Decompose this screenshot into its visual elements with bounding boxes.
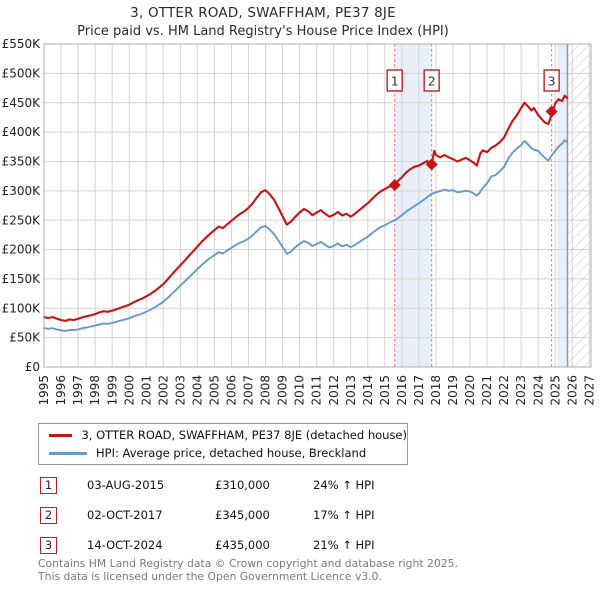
- sale-label-box-1[interactable]: [386, 69, 403, 92]
- y-axis-label: £500K: [2, 66, 42, 80]
- x-axis-label: 2011: [310, 375, 324, 406]
- sale-date-2: 02-OCT-2017: [87, 508, 163, 522]
- x-axis-label: 2005: [207, 375, 221, 406]
- x-axis-label: 2000: [122, 375, 136, 406]
- x-axis-label: 2010: [293, 375, 307, 406]
- page-subtitle: Price paid vs. HM Land Registry's House …: [77, 24, 449, 39]
- y-axis-label: £550K: [2, 37, 42, 51]
- x-axis-label: 2013: [344, 375, 358, 406]
- x-axis-label: 2024: [531, 375, 545, 406]
- y-axis-label: £100K: [2, 301, 42, 315]
- x-axis-label: 2007: [242, 375, 256, 406]
- sale-marker-diamond-2[interactable]: [425, 158, 438, 171]
- sale-date-1: 03-AUG-2015: [87, 478, 165, 492]
- footer-line-1: Contains HM Land Registry data © Crown c…: [38, 557, 458, 570]
- sale-price-3: £435,000: [215, 538, 270, 552]
- sale-marker-diamond-3[interactable]: [545, 105, 558, 118]
- sale-price-2: £345,000: [215, 508, 270, 522]
- x-axis-label: 2023: [514, 375, 528, 406]
- legend-label-property: 3, OTTER ROAD, SWAFFHAM, PE37 8JE (detac…: [81, 428, 407, 442]
- sale-marker-badge-1[interactable]: 1: [40, 477, 57, 494]
- y-axis-label: £50K: [9, 331, 41, 345]
- price-history-chart: 1 2 3 £0 £50K £100K £150K £200K £250K £300K £350K £…: [2, 37, 597, 406]
- hpi-line-swatch: [49, 451, 87, 455]
- sale-row-3: 3 14-OCT-2024 £435,000 21% ↑ HPI: [38, 537, 558, 556]
- x-axis-label: 2015: [378, 375, 392, 406]
- chart-legend: 3, OTTER ROAD, SWAFFHAM, PE37 8JE (detac…: [38, 423, 408, 465]
- x-axis-label: 2006: [225, 375, 239, 406]
- legend-label-hpi: HPI: Average price, detached house, Brec…: [96, 446, 367, 460]
- sale-date-3: 14-OCT-2024: [87, 538, 163, 552]
- sale-hpi-delta-2: 17% ↑ HPI: [313, 508, 375, 522]
- sale-row-2: 2 02-OCT-2017 £345,000 17% ↑ HPI: [38, 507, 558, 526]
- x-axis-label: 2017: [412, 375, 426, 406]
- future-hatch-region: [567, 44, 591, 367]
- y-axis-label: £0: [25, 360, 40, 374]
- x-axis-label: 2003: [173, 375, 187, 406]
- sale-marker-badge-3[interactable]: 3: [40, 537, 57, 554]
- x-axis-label: 2016: [395, 375, 409, 406]
- sale-marker-badge-2[interactable]: 2: [40, 507, 57, 524]
- x-axis-label: 1997: [71, 375, 85, 406]
- sale-label-text-3: 3: [548, 74, 556, 89]
- legend-item-hpi: HPI: Average price, detached house, Brec…: [49, 446, 407, 461]
- property-line-swatch: [49, 433, 73, 437]
- sale-hpi-delta-3: 21% ↑ HPI: [313, 538, 375, 552]
- sale-hpi-delta-1: 24% ↑ HPI: [313, 478, 375, 492]
- x-axis-label: 2019: [446, 375, 460, 406]
- y-axis-label: £250K: [2, 213, 42, 227]
- x-axis-label: 2022: [497, 375, 511, 406]
- x-axis-label: 2020: [463, 375, 477, 406]
- sale-label-box-2[interactable]: [423, 69, 440, 92]
- y-axis-label: £300K: [2, 184, 42, 198]
- highlight-band-2: [557, 44, 568, 367]
- sale-label-text-1: 1: [391, 74, 399, 89]
- x-axis-label: 1996: [54, 375, 68, 406]
- x-axis-label: 2014: [361, 375, 375, 406]
- x-axis-label: 2021: [480, 375, 494, 406]
- hpi-average-line: [43, 139, 569, 332]
- legend-item-property: 3, OTTER ROAD, SWAFFHAM, PE37 8JE (detac…: [49, 428, 407, 443]
- x-axis-label: 2009: [276, 375, 290, 406]
- y-axis-label: £450K: [2, 96, 42, 110]
- x-axis-label: 1999: [105, 375, 119, 406]
- x-axis-label: 2018: [429, 375, 443, 406]
- license-footer: Contains HM Land Registry data © Crown c…: [38, 557, 458, 583]
- x-axis-label: 1995: [37, 375, 51, 406]
- gridlines: [43, 43, 591, 368]
- x-axis-label: 1998: [88, 375, 102, 406]
- highlight-band-1: [394, 44, 432, 367]
- page-title: 3, OTTER ROAD, SWAFFHAM, PE37 8JE: [130, 5, 396, 21]
- sale-label-box-3[interactable]: [543, 69, 560, 92]
- sale-marker-diamond-1[interactable]: [388, 178, 401, 191]
- x-axis-label: 2026: [565, 375, 579, 406]
- x-axis-label: 2001: [139, 375, 153, 406]
- sale-price-1: £310,000: [215, 478, 270, 492]
- x-axis-label: 2002: [156, 375, 170, 406]
- y-axis-label: £350K: [2, 155, 42, 169]
- sale-label-text-2: 2: [428, 74, 436, 89]
- footer-line-2: This data is licensed under the Open Gov…: [38, 569, 382, 583]
- x-axis-label: 2004: [190, 375, 204, 406]
- x-axis-label: 2025: [548, 375, 562, 406]
- x-axis-label: 2027: [582, 375, 596, 406]
- y-axis-label: £400K: [2, 125, 42, 139]
- plot-border: [43, 43, 592, 368]
- y-axis-label: £150K: [2, 272, 42, 286]
- x-axis-label: 2012: [327, 375, 341, 406]
- sale-row-1: 1 03-AUG-2015 £310,000 24% ↑ HPI: [38, 477, 558, 496]
- x-axis-label: 2008: [259, 375, 273, 406]
- property-price-line: [42, 94, 569, 322]
- y-axis-label: £200K: [2, 243, 42, 257]
